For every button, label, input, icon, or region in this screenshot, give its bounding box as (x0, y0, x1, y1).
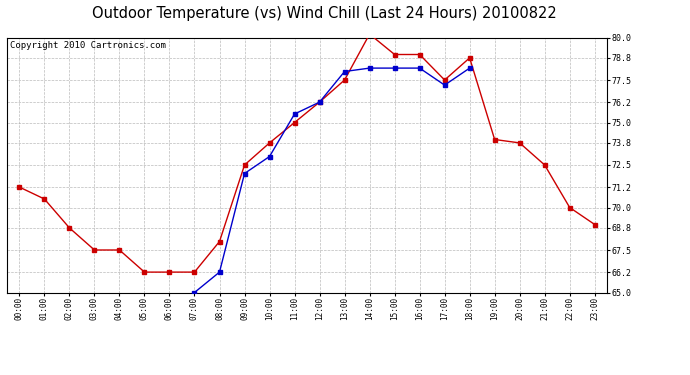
Text: Copyright 2010 Cartronics.com: Copyright 2010 Cartronics.com (10, 41, 166, 50)
Text: Outdoor Temperature (vs) Wind Chill (Last 24 Hours) 20100822: Outdoor Temperature (vs) Wind Chill (Las… (92, 6, 557, 21)
